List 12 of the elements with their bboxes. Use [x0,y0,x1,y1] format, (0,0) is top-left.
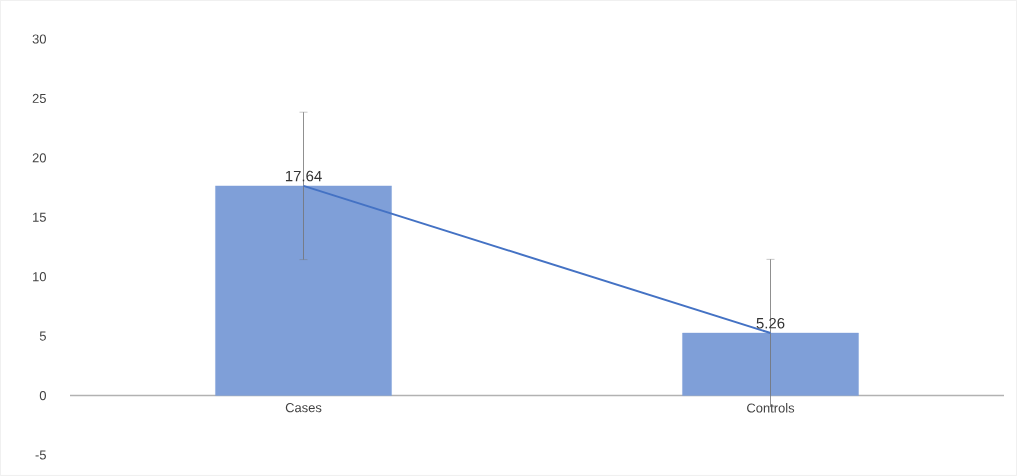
x-tick-label: Controls [747,403,795,413]
y-tick-label: 10 [33,272,46,282]
y-tick-label: 0 [39,390,46,401]
y-tick-label: -5 [35,450,46,460]
y-tick-label: 15 [33,212,46,222]
x-tick-label: Cases [285,403,322,413]
y-tick-label: 25 [32,93,46,103]
y-tick-label: 30 [32,34,46,44]
y-tick-label: 5 [39,331,46,341]
y-tick-label: 20 [32,153,46,163]
data-label: 17.64 [285,170,322,182]
data-label: 5.26 [756,317,785,329]
